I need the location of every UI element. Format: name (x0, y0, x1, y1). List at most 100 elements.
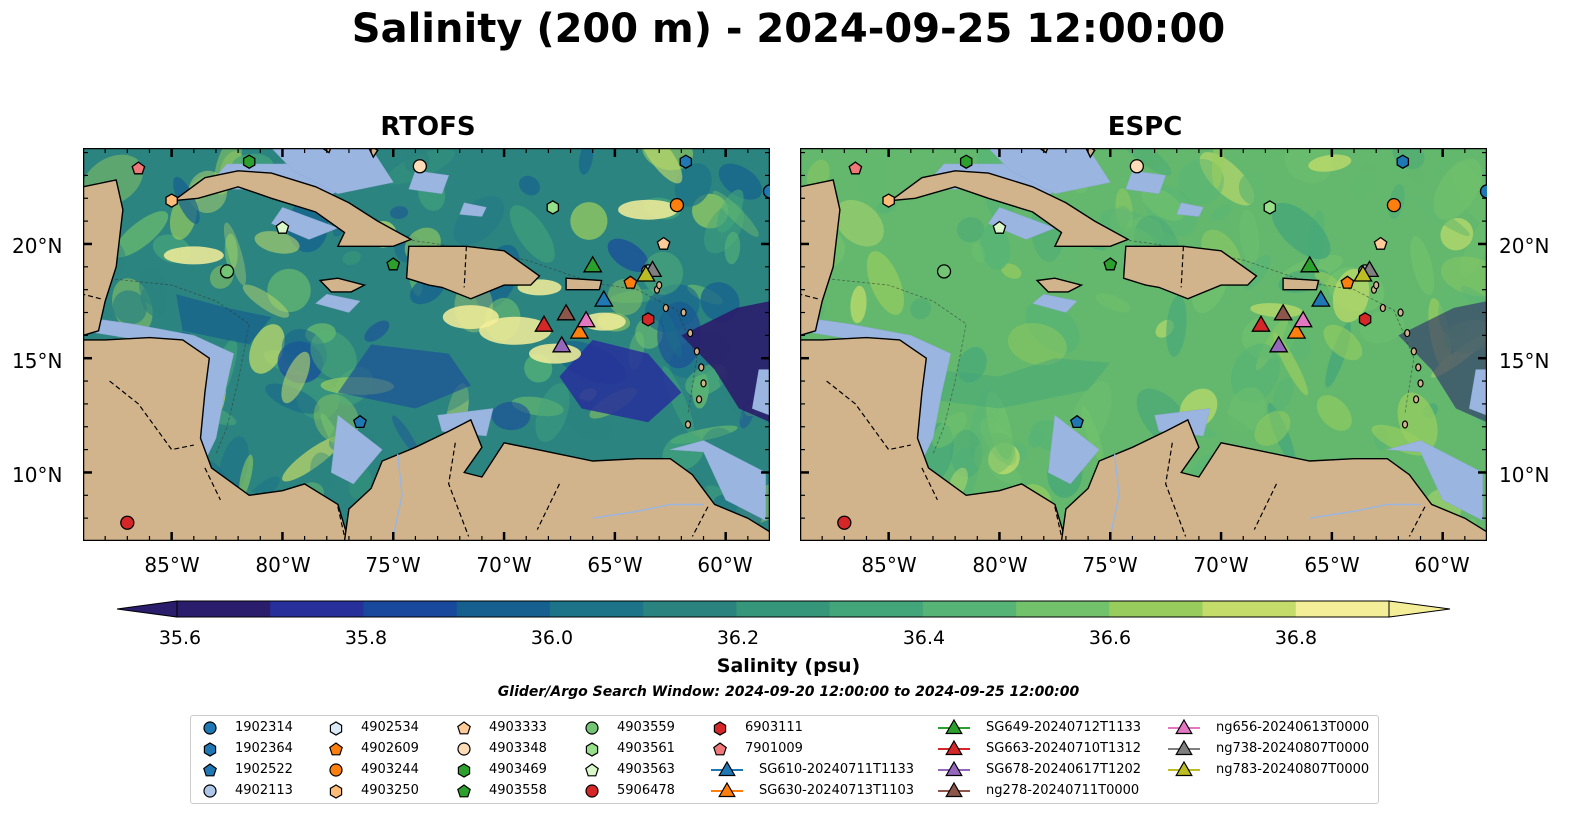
legend-label: SG610-20240711T1133 (759, 762, 915, 777)
legend-marker-icon (457, 721, 471, 735)
colorbar-tick: 36.8 (1274, 627, 1318, 649)
observation-marker[interactable] (551, 335, 572, 353)
search-window-caption: Glider/Argo Search Window: 2024-09-20 12… (497, 684, 1080, 700)
lon-tick: 85°W (144, 553, 200, 577)
legend-label: 4903348 (489, 741, 547, 756)
observation-marker[interactable] (534, 314, 554, 332)
colorbar-segment (1295, 601, 1390, 617)
legend: 1902314 1902364 1902522 4902113 4902534 49026… (190, 715, 1379, 804)
legend-label: 1902364 (235, 741, 293, 756)
observation-marker[interactable] (131, 161, 146, 175)
observation-marker[interactable] (1310, 289, 1331, 307)
legend-label: ng656-20240613T0000 (1216, 720, 1370, 735)
legend-marker-icon (938, 718, 970, 735)
legend-label: 4902534 (361, 720, 419, 735)
lat-tick-right: 10°N (1499, 463, 1550, 487)
legend-marker-icon (329, 784, 343, 799)
observation-marker[interactable] (275, 220, 290, 234)
legend-label: 1902522 (235, 762, 293, 777)
lon-tick: 80°W (255, 553, 311, 577)
observation-marker[interactable] (1386, 197, 1402, 213)
observation-marker[interactable] (1340, 275, 1355, 289)
observation-marker[interactable] (593, 289, 614, 307)
colorbar (117, 600, 1451, 618)
observation-marker[interactable] (623, 275, 638, 289)
observation-marker[interactable] (1273, 303, 1293, 321)
colorbar-segment (549, 601, 644, 617)
observation-marker[interactable] (636, 264, 656, 282)
observation-marker[interactable] (576, 310, 596, 328)
colorbar-segment (363, 601, 458, 617)
observation-marker[interactable] (992, 220, 1007, 234)
observation-marker[interactable] (1479, 184, 1488, 199)
observation-marker[interactable] (165, 193, 178, 208)
colorbar-tick: 36.6 (1088, 627, 1132, 649)
legend-marker-icon (938, 760, 970, 777)
observation-marker[interactable] (837, 515, 852, 530)
colorbar-tick: 35.6 (158, 627, 202, 649)
observation-marker[interactable] (120, 515, 135, 530)
observation-marker[interactable] (569, 321, 590, 339)
lon-tick: 75°W (365, 553, 421, 577)
colorbar-segment (456, 601, 551, 617)
observation-marker[interactable] (1358, 312, 1372, 327)
observation-marker[interactable] (556, 303, 576, 321)
legend-label: 1902314 (235, 720, 293, 735)
observation-marker[interactable] (412, 159, 428, 174)
legend-label: ng278-20240711T0000 (986, 783, 1140, 798)
observation-marker[interactable] (1286, 321, 1307, 339)
observation-marker[interactable] (1129, 159, 1145, 174)
observation-marker[interactable] (1103, 257, 1118, 271)
observation-marker[interactable] (679, 154, 693, 169)
legend-label: SG663-20240710T1312 (986, 741, 1142, 756)
observation-marker[interactable] (1251, 314, 1271, 332)
legend-marker-icon (1168, 739, 1200, 756)
observation-marker[interactable] (1268, 335, 1289, 353)
observation-marker[interactable] (1070, 414, 1084, 429)
espc-map[interactable] (800, 148, 1487, 541)
observation-marker[interactable] (582, 255, 603, 273)
observation-marker[interactable] (353, 414, 367, 429)
legend-marker-icon (203, 721, 217, 735)
lon-tick: 75°W (1082, 553, 1138, 577)
rtofs-map[interactable] (83, 148, 770, 541)
legend-marker-icon (938, 781, 970, 798)
observation-marker[interactable] (546, 200, 560, 215)
observation-marker[interactable] (669, 197, 685, 213)
observation-marker[interactable] (882, 193, 895, 208)
observation-marker[interactable] (641, 312, 655, 327)
observation-marker[interactable] (762, 184, 771, 199)
legend-label: 4903469 (489, 762, 547, 777)
observation-marker[interactable] (219, 264, 235, 279)
observation-marker[interactable] (936, 264, 952, 279)
lon-tick: 65°W (1304, 553, 1360, 577)
legend-marker-icon (329, 742, 343, 756)
colorbar-segment (643, 601, 737, 617)
legend-marker-icon (1168, 760, 1200, 777)
observation-marker[interactable] (386, 257, 401, 271)
lat-tick-right: 20°N (1499, 234, 1550, 258)
observation-marker[interactable] (1293, 310, 1313, 328)
legend-label: SG649-20240712T1133 (986, 720, 1142, 735)
observation-marker[interactable] (1353, 264, 1373, 282)
observation-marker[interactable] (656, 236, 671, 250)
legend-label: SG630-20240713T1103 (759, 783, 915, 798)
legend-label: 4903559 (617, 720, 675, 735)
observation-marker[interactable] (1299, 255, 1320, 273)
legend-marker-icon (711, 781, 743, 798)
colorbar-segment (177, 601, 271, 617)
colorbar-tick: 36.0 (530, 627, 574, 649)
observation-marker[interactable] (959, 154, 973, 169)
legend-label: 7901009 (745, 741, 803, 756)
observation-marker[interactable] (1373, 236, 1388, 250)
observation-marker[interactable] (1263, 200, 1277, 215)
legend-label: 4903563 (617, 762, 675, 777)
observation-marker[interactable] (242, 154, 256, 169)
lon-tick: 60°W (697, 553, 753, 577)
observation-marker[interactable] (848, 161, 863, 175)
lon-tick: 70°W (1193, 553, 1249, 577)
legend-marker-icon (585, 784, 599, 798)
observation-marker[interactable] (1396, 154, 1410, 169)
legend-marker-icon (457, 763, 471, 778)
colorbar-segment (1016, 601, 1110, 617)
